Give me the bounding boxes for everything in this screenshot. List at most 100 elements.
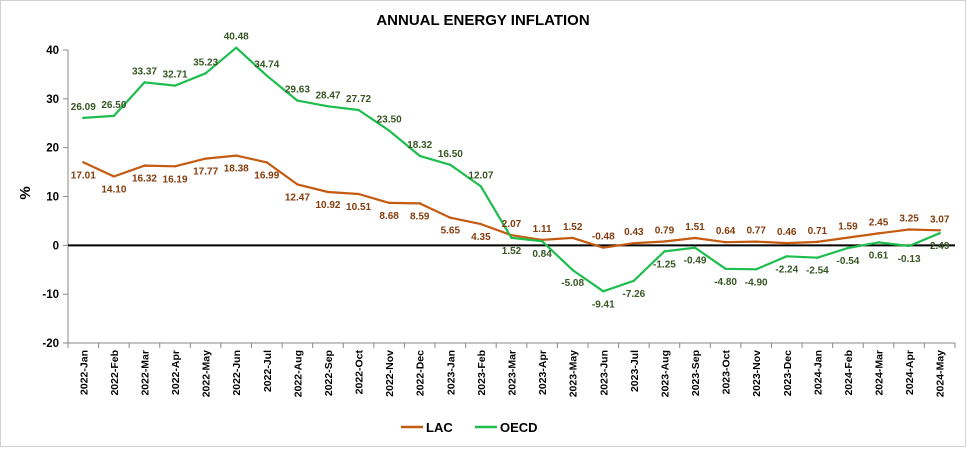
data-label-oecd: 0.61: [869, 250, 889, 261]
data-label-lac: 17.77: [193, 167, 218, 178]
data-label-lac: 0.71: [808, 226, 828, 237]
data-label-oecd: -9.41: [592, 299, 615, 310]
data-point-oecd: [82, 116, 85, 120]
data-point-oecd: [846, 246, 850, 250]
x-tick-label: 2024-Apr: [904, 350, 916, 395]
data-point-oecd: [357, 108, 360, 112]
data-label-lac: 0.79: [655, 225, 675, 236]
data-point-lac: [693, 236, 697, 240]
data-label-lac: 2.45: [869, 217, 889, 228]
data-point-lac: [387, 201, 391, 205]
data-label-lac: 5.65: [441, 226, 461, 237]
data-label-lac: 8.59: [410, 211, 430, 222]
data-point-lac: [418, 202, 421, 205]
data-label-lac: 18.38: [224, 164, 249, 175]
data-label-oecd: 16.50: [438, 149, 463, 160]
x-tick-label: 2023-Mar: [507, 350, 519, 396]
data-point-lac: [173, 165, 177, 168]
data-point-oecd: [326, 105, 330, 108]
x-tick-label: 2023-Nov: [751, 350, 763, 397]
x-tick-label: 2022-Mar: [139, 350, 151, 396]
axes: -20 -10 0 10 20 30 40 2022-Jan 2022-Feb 2022-Mar 2…: [42, 45, 956, 397]
data-point-oecd: [785, 255, 788, 258]
data-point-oecd: [265, 74, 269, 77]
data-label-lac: 1.59: [838, 222, 858, 233]
data-label-oecd: 2.49: [930, 241, 950, 252]
data-label-lac: 1.51: [685, 222, 705, 233]
data-point-lac: [816, 240, 819, 244]
data-label-lac: 14.10: [101, 184, 126, 195]
data-point-oecd: [479, 185, 483, 188]
x-tick-label: 2022-Jul: [262, 350, 274, 392]
data-label-oecd: -7.26: [622, 289, 645, 300]
data-label-lac: 3.25: [899, 213, 919, 224]
data-label-lac: 0.46: [777, 227, 797, 238]
data-point-oecd: [173, 84, 177, 87]
x-tick-label: 2022-Jun: [231, 350, 243, 396]
y-axis-label: %: [17, 186, 34, 199]
data-label-lac: 16.99: [254, 170, 279, 181]
data-point-lac: [846, 236, 850, 239]
data-label-lac: 3.07: [930, 214, 950, 225]
data-label-lac: 0.77: [746, 226, 766, 237]
data-label-oecd: 34.74: [254, 60, 279, 71]
x-tick-label: 2022-Feb: [109, 350, 121, 396]
data-label-oecd: 32.71: [163, 70, 188, 81]
data-label-oecd: -4.90: [745, 277, 768, 288]
data-label-lac: 2.07: [502, 219, 522, 230]
x-tick-label: 2023-Feb: [476, 350, 488, 396]
data-point-lac: [235, 154, 238, 157]
data-point-oecd: [877, 241, 880, 244]
data-label-oecd: -1.25: [653, 259, 676, 270]
x-tick-label: 2023-Jun: [598, 350, 610, 396]
data-point-oecd: [112, 114, 116, 118]
data-point-oecd: [296, 99, 299, 102]
data-label-lac: 12.47: [285, 192, 310, 203]
chart-title: ANNUAL ENERGY INFLATION: [376, 12, 589, 29]
x-tick-label: 2023-May: [568, 350, 580, 397]
data-label-lac: 0.43: [624, 227, 644, 238]
data-point-oecd: [816, 256, 819, 259]
data-label-lac: 1.52: [563, 222, 583, 233]
data-point-oecd: [235, 46, 238, 49]
x-tick-label: 2024-Feb: [843, 350, 855, 396]
x-tick-label: 2023-Jan: [445, 350, 457, 395]
data-label-oecd: -0.54: [837, 256, 860, 267]
data-point-lac: [938, 229, 941, 232]
y-tick-label: 0: [53, 240, 59, 252]
data-label-oecd: 18.32: [407, 140, 432, 151]
data-label-oecd: 26.50: [101, 100, 126, 111]
data-label-oecd: 23.50: [377, 115, 402, 126]
data-point-oecd: [632, 279, 636, 282]
y-tick-label: -10: [42, 289, 59, 301]
data-point-lac: [663, 240, 666, 243]
data-label-oecd: 35.23: [193, 57, 218, 68]
data-label-lac: 10.92: [315, 200, 340, 211]
x-tick-label: 2022-Jan: [78, 350, 90, 395]
data-point-lac: [326, 190, 330, 194]
data-labels: 17.01 26.09 14.10 26.50 16.32 33.37 16.19 32.71…: [71, 32, 950, 311]
y-tick-label: 40: [46, 45, 59, 57]
data-point-lac: [907, 228, 911, 231]
data-label-oecd: 28.47: [315, 90, 340, 101]
y-tick-label: 20: [46, 143, 59, 155]
data-point-lac: [204, 157, 207, 160]
x-tick-label: 2022-Dec: [415, 350, 427, 396]
data-point-oecd: [907, 244, 911, 248]
x-tick-label: 2022-May: [201, 350, 213, 397]
data-label-oecd: 40.48: [224, 32, 249, 43]
x-tick-label: 2022-Sep: [323, 350, 335, 396]
x-tick-label: 2022-Aug: [292, 350, 304, 397]
y-tick-label: 30: [46, 94, 59, 106]
data-label-lac: 16.19: [163, 174, 188, 185]
data-label-lac: 17.01: [71, 170, 96, 181]
data-point-lac: [112, 175, 116, 178]
data-point-oecd: [938, 231, 941, 235]
data-point-lac: [754, 240, 758, 243]
data-point-lac: [143, 164, 146, 167]
data-point-lac: [82, 161, 85, 164]
data-label-oecd: -5.08: [561, 278, 584, 289]
x-tick-label: 2024-Jan: [812, 350, 824, 395]
data-point-oecd: [418, 154, 421, 158]
